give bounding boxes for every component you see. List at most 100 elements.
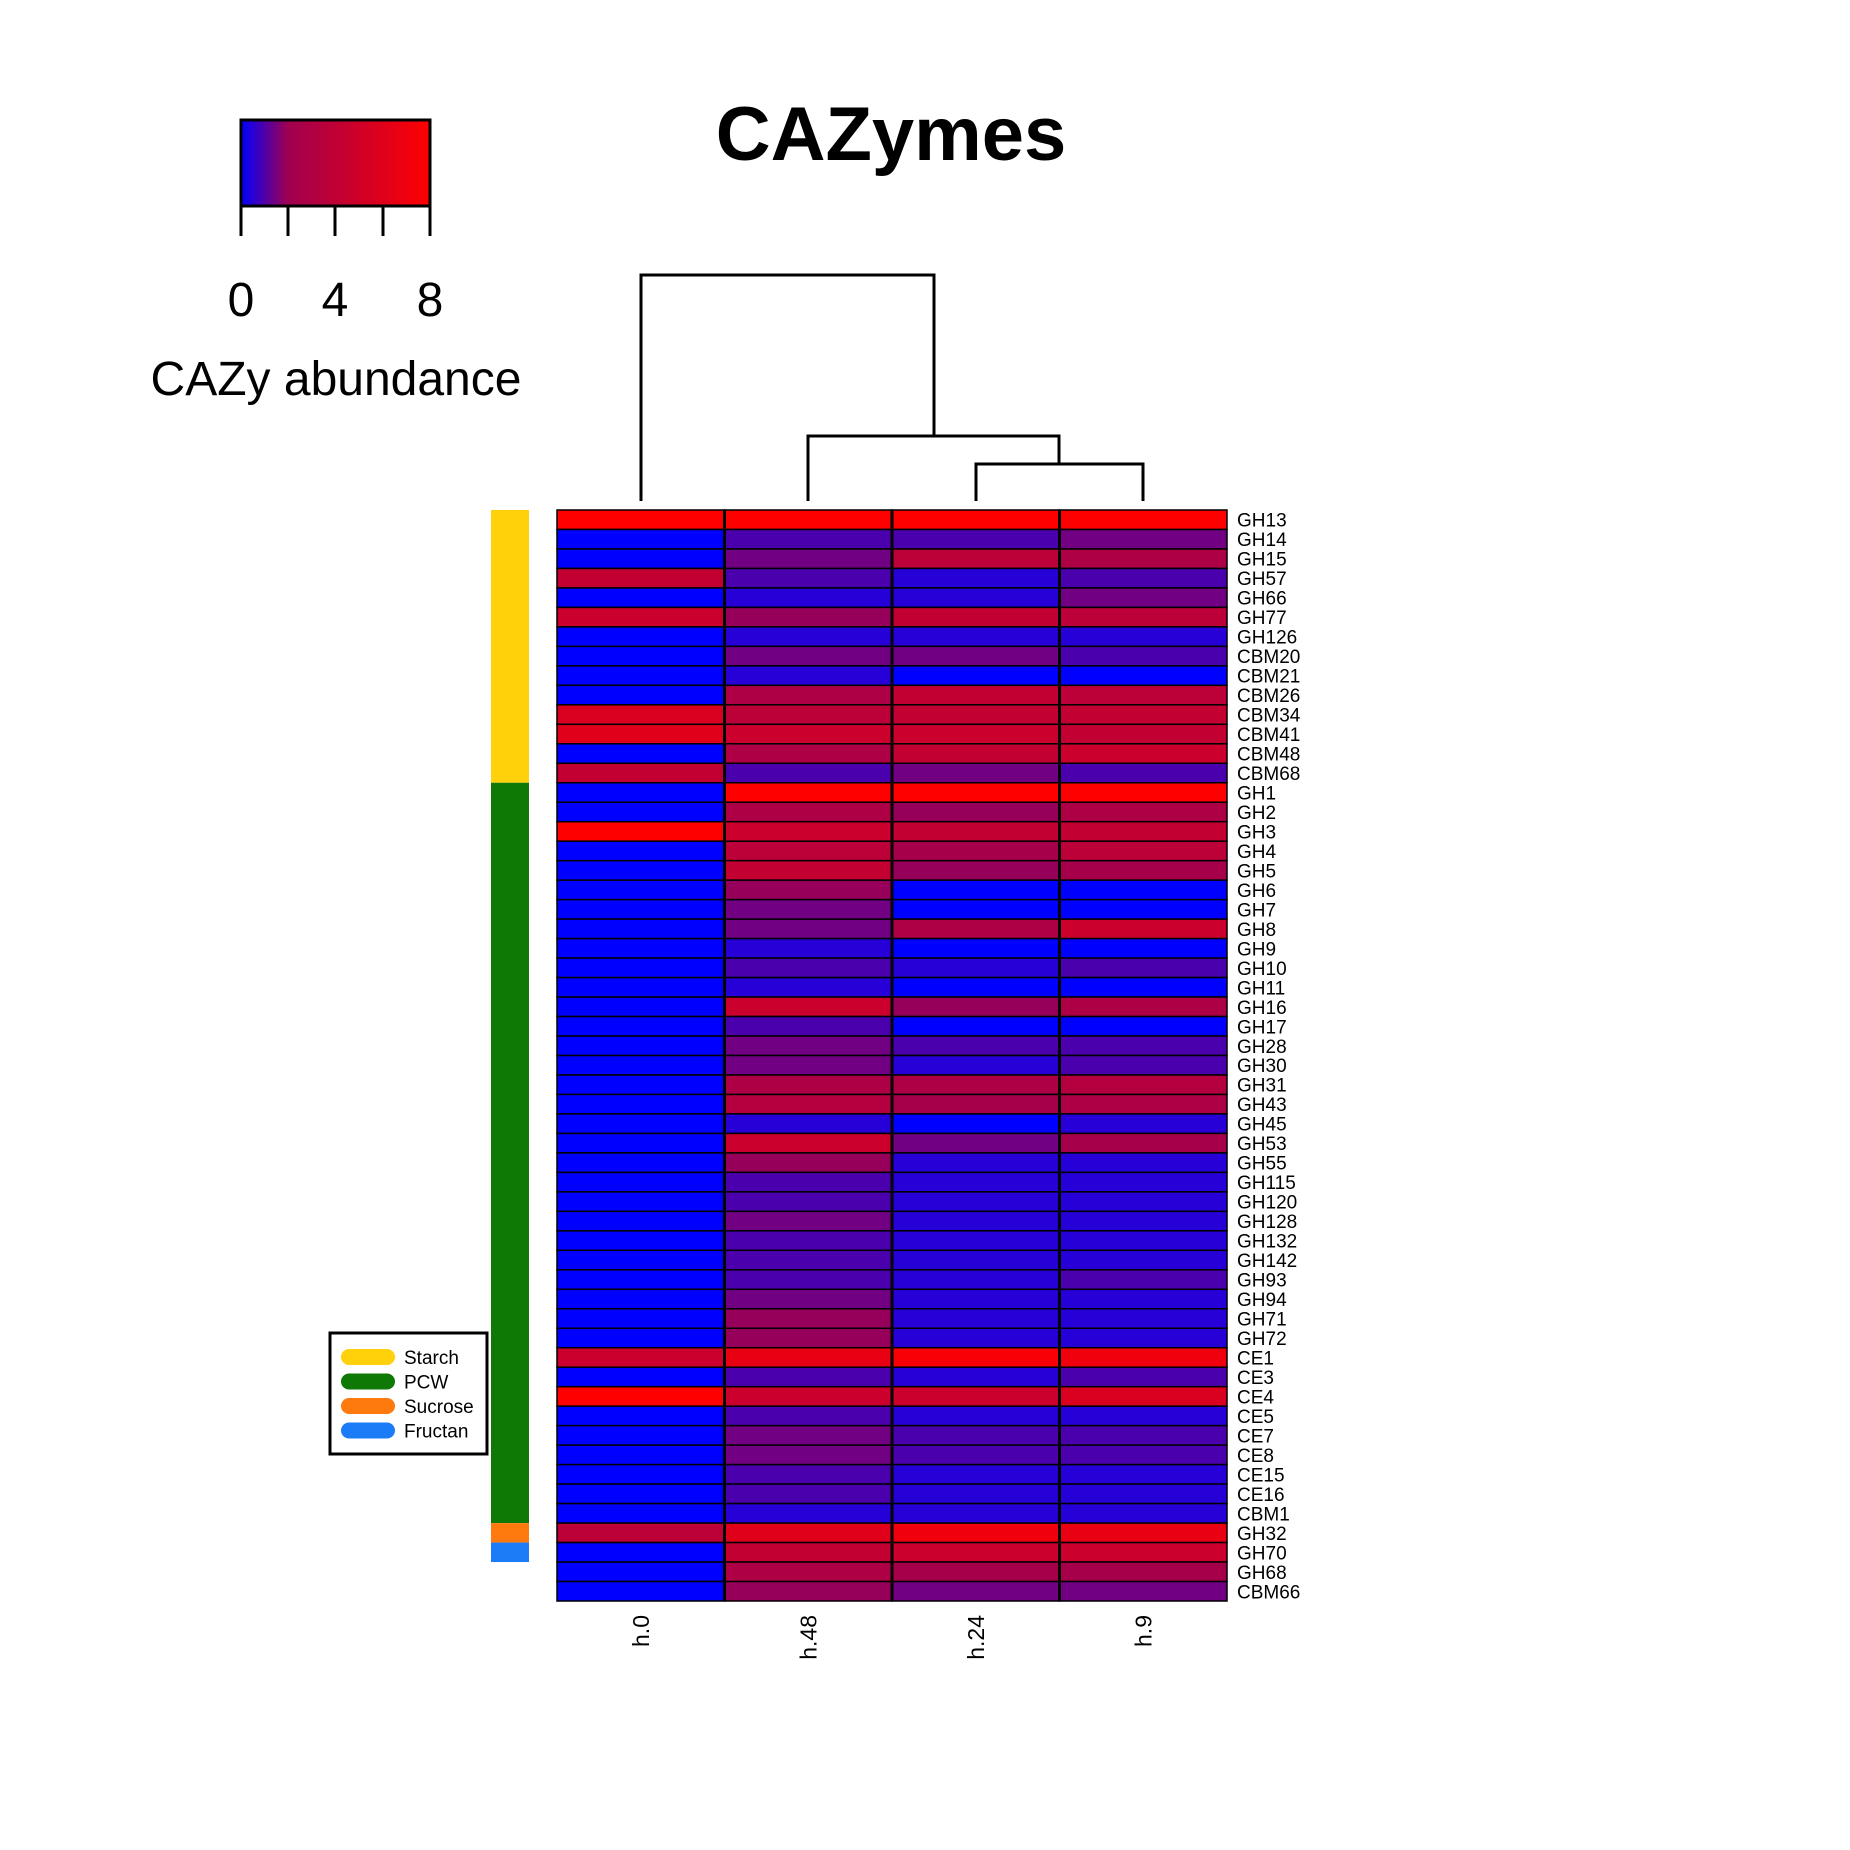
row-label: GH10 [1237,959,1287,980]
heatmap-cell [891,918,1061,940]
row-label: GH132 [1237,1232,1297,1253]
heatmap-cell [891,1483,1061,1505]
heatmap-cell [1058,782,1228,803]
heatmap-cell [1058,1366,1228,1388]
heatmap-cell [556,606,726,628]
heatmap-cell [723,1015,893,1037]
heatmap-cell [556,509,726,531]
heatmap-cell [891,509,1061,531]
heatmap-cell [556,840,726,862]
row-label: GH72 [1237,1329,1287,1350]
heatmap-cell [891,1230,1061,1252]
row-label: CBM34 [1237,706,1301,727]
heatmap-cell [556,1210,726,1232]
row-label: GH13 [1237,511,1287,532]
row-label: GH14 [1237,530,1287,551]
heatmap-cell [556,665,726,687]
heatmap-cell [556,937,726,959]
heatmap-cell [1058,1522,1228,1544]
heatmap-cell [556,1346,726,1368]
heatmap-cell [556,684,726,706]
row-label: GH94 [1237,1290,1287,1311]
row-label: GH9 [1237,939,1276,960]
heatmap-cell [891,626,1061,648]
heatmap-cell [723,762,893,784]
heatmap-cell [891,957,1061,979]
heatmap-cell [891,1132,1061,1154]
heatmap-cell [556,879,726,901]
row-label: GH5 [1237,861,1276,882]
heatmap-cell [891,801,1061,823]
row-label: GH120 [1237,1193,1297,1214]
heatmap-cell [556,1522,726,1544]
heatmap-cell [891,1288,1061,1310]
heatmap-cell [556,801,726,823]
heatmap-cell [1058,1230,1228,1252]
heatmap-cell [723,1327,893,1349]
heatmap-cell [1058,743,1228,765]
heatmap-cell [891,1463,1061,1485]
heatmap-cell [556,1541,726,1563]
dendrogram-branch [639,273,936,501]
heatmap-cell [891,665,1061,687]
row-label: CBM20 [1237,647,1300,668]
heatmap-cell [723,840,893,862]
heatmap-cell [556,528,726,550]
row-label: GH28 [1237,1037,1287,1058]
heatmap-cell [556,1405,726,1427]
heatmap-cell [556,918,726,940]
heatmap-cell [723,1580,893,1602]
heatmap-cell [556,762,726,784]
heatmap-cell [891,976,1061,998]
heatmap-cell [723,1210,893,1232]
heatmap-cell [891,1308,1061,1329]
heatmap-cell [891,1327,1061,1349]
heatmap-cell [556,1132,726,1154]
heatmap-cell [556,1288,726,1310]
heatmap-cell [723,879,893,901]
heatmap-cell [723,1171,893,1193]
row-label: GH16 [1237,998,1287,1019]
row-label: CE15 [1237,1465,1285,1486]
heatmap-cell [723,1483,893,1505]
heatmap-cell [723,976,893,998]
row-label: CE1 [1237,1348,1274,1369]
row-label: GH45 [1237,1115,1287,1136]
heatmap-cell [1058,548,1228,570]
heatmap-cell [1058,1463,1228,1485]
heatmap-cell [556,743,726,765]
heatmap-cell [1058,996,1228,1018]
heatmap-cell [891,723,1061,745]
heatmap-cell [556,704,726,726]
row-label: GH128 [1237,1212,1297,1233]
legend-label: Starch [404,1348,459,1369]
heatmap-cell [1058,509,1228,531]
color-key-gradient [239,118,432,208]
row-label: GH71 [1237,1310,1287,1331]
heatmap-cell [1058,626,1228,648]
heatmap-cell [723,801,893,823]
heatmap-cell [556,1249,726,1271]
row-label: CBM26 [1237,686,1300,707]
heatmap-cell [1058,1015,1228,1037]
heatmap-cell [1058,957,1228,979]
heatmap-cell [891,1074,1061,1096]
heatmap-cell [891,859,1061,881]
heatmap-cell [891,645,1061,667]
row-group-bar [491,1523,529,1543]
heatmap-cell [556,957,726,979]
row-label: GH8 [1237,920,1276,941]
heatmap-cell [556,1483,726,1505]
row-labels: GH13GH14GH15GH57GH66GH77GH126CBM20CBM21C… [1237,511,1301,1604]
row-label: GH126 [1237,628,1297,649]
heatmap-cell [891,1522,1061,1544]
heatmap-cell [891,548,1061,570]
heatmap-cell [891,840,1061,862]
heatmap-cell [723,645,893,667]
heatmap-cell [1058,1113,1228,1135]
heatmap-cell [723,1054,893,1076]
row-label: GH17 [1237,1017,1287,1038]
heatmap-cell [723,918,893,940]
row-label: GH70 [1237,1543,1287,1564]
